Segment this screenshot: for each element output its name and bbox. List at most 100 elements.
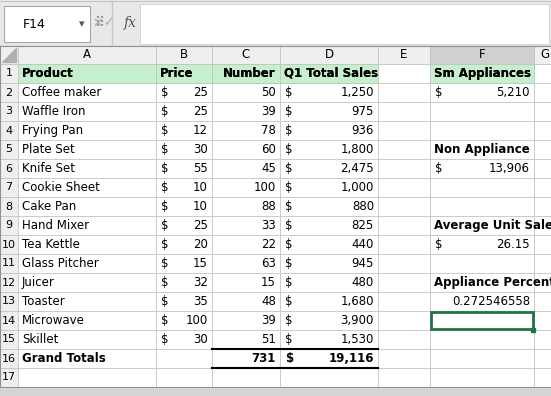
Text: ▾: ▾	[79, 19, 85, 29]
Text: Skillet: Skillet	[22, 333, 58, 346]
Text: 60: 60	[261, 143, 276, 156]
Bar	[18, 216, 156, 235]
Bar	[0, 64, 18, 83]
Text: 975: 975	[352, 105, 374, 118]
Bar	[534, 178, 551, 197]
Text: Cake Pan: Cake Pan	[22, 200, 76, 213]
Bar	[156, 292, 212, 311]
Text: Product: Product	[22, 67, 74, 80]
Text: A: A	[83, 48, 91, 61]
Bar	[156, 368, 212, 387]
Text: 1,000: 1,000	[341, 181, 374, 194]
Bar	[156, 197, 212, 216]
Text: 0.272546558: 0.272546558	[452, 295, 530, 308]
Bar	[378, 292, 430, 311]
Bar	[18, 121, 156, 140]
Text: $: $	[161, 105, 169, 118]
Text: 13,906: 13,906	[489, 162, 530, 175]
Text: F: F	[479, 48, 485, 61]
Text: Appliance Percentage: Appliance Percentage	[434, 276, 551, 289]
Text: 10: 10	[193, 200, 208, 213]
Text: G: G	[541, 48, 549, 61]
Bar	[212, 64, 280, 83]
Text: ⠿: ⠿	[95, 16, 105, 30]
Text: Non Appliance: Non Appliance	[434, 143, 530, 156]
Bar	[156, 102, 212, 121]
Bar	[534, 349, 551, 368]
Bar	[534, 140, 551, 159]
Text: 78: 78	[261, 124, 276, 137]
Text: 48: 48	[261, 295, 276, 308]
Bar	[212, 254, 280, 273]
Bar	[18, 330, 156, 349]
Text: 945: 945	[352, 257, 374, 270]
Bar	[280, 235, 378, 254]
Text: B: B	[180, 48, 188, 61]
Bar	[156, 64, 212, 83]
Bar	[18, 254, 156, 273]
Text: 6: 6	[6, 164, 13, 173]
Bar	[212, 216, 280, 235]
Text: 30: 30	[193, 333, 208, 346]
Bar	[534, 235, 551, 254]
Text: $: $	[285, 181, 293, 194]
Bar	[156, 254, 212, 273]
Bar	[430, 254, 534, 273]
Bar	[0, 254, 18, 273]
Bar	[534, 46, 551, 64]
Bar	[534, 121, 551, 140]
Bar	[280, 102, 378, 121]
Text: 440: 440	[352, 238, 374, 251]
Text: 25: 25	[193, 86, 208, 99]
Bar	[378, 178, 430, 197]
Bar	[156, 330, 212, 349]
Text: $: $	[161, 200, 169, 213]
Text: 39: 39	[261, 105, 276, 118]
Bar	[212, 349, 280, 368]
Bar	[156, 83, 212, 102]
Bar	[212, 311, 280, 330]
Text: 55: 55	[193, 162, 208, 175]
Text: Knife Set: Knife Set	[22, 162, 75, 175]
Bar	[0, 178, 18, 197]
Text: 50: 50	[261, 86, 276, 99]
Bar	[378, 330, 430, 349]
Text: Q1 Total Sales: Q1 Total Sales	[284, 67, 378, 80]
Bar	[378, 46, 430, 64]
Bar	[430, 159, 534, 178]
Text: 35: 35	[193, 295, 208, 308]
Bar	[0, 121, 18, 140]
Text: 22: 22	[261, 238, 276, 251]
Bar	[140, 4, 549, 44]
Bar	[280, 140, 378, 159]
Bar	[212, 64, 280, 83]
Bar	[378, 273, 430, 292]
Bar	[430, 349, 534, 368]
Bar	[280, 83, 378, 102]
Bar	[0, 0, 551, 46]
Text: 45: 45	[261, 162, 276, 175]
Polygon shape	[2, 48, 16, 62]
Bar	[18, 292, 156, 311]
Bar	[156, 273, 212, 292]
Bar	[378, 64, 430, 83]
Bar	[0, 46, 551, 387]
Text: ✕: ✕	[93, 17, 103, 29]
Bar	[0, 292, 18, 311]
Text: $: $	[285, 238, 293, 251]
Bar	[534, 330, 551, 349]
Bar	[212, 121, 280, 140]
Text: 32: 32	[193, 276, 208, 289]
Bar	[156, 311, 212, 330]
Text: $: $	[285, 86, 293, 99]
Text: 15: 15	[261, 276, 276, 289]
Text: Hand Mixer: Hand Mixer	[22, 219, 89, 232]
Text: 88: 88	[261, 200, 276, 213]
Text: Product: Product	[22, 67, 74, 80]
Text: 25: 25	[193, 219, 208, 232]
Bar	[18, 311, 156, 330]
Bar	[378, 254, 430, 273]
Text: 13: 13	[2, 297, 16, 307]
Bar	[378, 121, 430, 140]
Text: Sm Appliances: Sm Appliances	[434, 67, 531, 80]
